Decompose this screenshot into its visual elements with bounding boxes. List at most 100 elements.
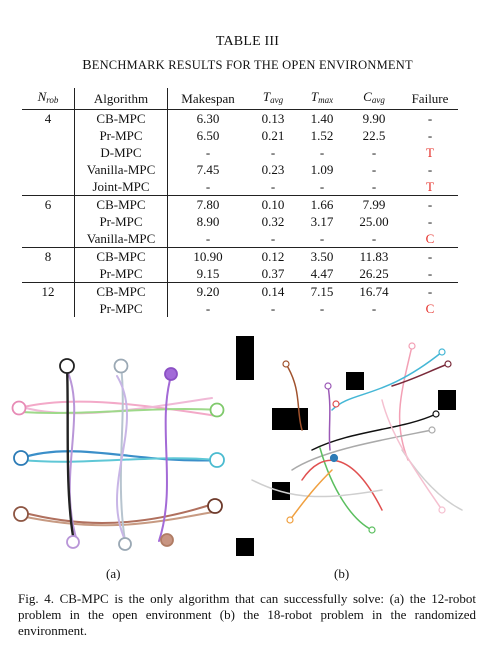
cell-cavg: 22.5 [362,128,386,143]
cell-alg: CB-MPC [74,109,168,127]
cell-tmax: 1.40 [298,109,346,127]
cell-failure: - [427,128,433,143]
cell-tavg: 0.13 [248,109,298,127]
obstacle-4 [438,390,456,410]
table-row: Vanilla-MPC 7.45 0.23 1.09 - - [22,161,458,178]
table-row: 6 CB-MPC 7.80 0.10 1.66 7.99- [22,195,458,213]
cell-tavg: 0.14 [248,282,298,300]
cell-tavg: - [270,179,276,194]
cell-cavg: - [371,162,377,177]
cell-tavg: - [270,231,276,246]
robot-maroon [444,360,452,368]
cell-alg: Pr-MPC [74,213,168,230]
table-row: 4 CB-MPC 6.30 0.13 1.40 9.90- [22,109,458,127]
table-subtitle-rest: ENCHMARK RESULTS FOR THE OPEN ENVIRONMEN… [91,58,413,72]
cell-tavg: 0.10 [248,195,298,213]
robot-goal-purple [66,535,80,549]
cell-makespan: 9.15 [196,266,220,281]
cell-n: 4 [22,109,75,127]
table-row: 8 CB-MPC 10.90 0.12 3.50 11.83- [22,247,458,265]
cell-tavg: 0.21 [261,128,285,143]
cell-makespan: - [205,231,211,246]
path-maroon [391,363,449,387]
table-title: TABLE III [215,34,280,49]
col-header-tmax: Tmax [298,88,346,110]
robot-purple [324,382,332,390]
path-orange [289,469,333,521]
trajectory-black [65,364,75,538]
trajectory-green [20,408,218,414]
col-header-failure: Failure [402,88,458,110]
path-purple [327,385,331,451]
cell-alg: Pr-MPC [74,265,168,283]
cell-failure: - [402,195,458,213]
path-lightgray-1 [251,479,383,498]
cell-n: 6 [22,195,75,213]
cell-n [22,213,75,230]
cell-tmax: 7.15 [298,282,346,300]
path-lightgray-2 [401,449,463,511]
cell-tmax: - [319,301,325,316]
path-gray [291,429,433,471]
obstacle-6 [236,538,254,556]
cell-n: 8 [22,247,75,265]
robot-red [332,400,340,408]
figure-a-label: (a) [106,566,121,581]
cell-failure: - [402,282,458,300]
trajectory-tan [20,511,214,527]
col-header-makespan: Makespan [167,88,248,110]
cell-failure: C [425,301,435,316]
cell-makespan: 9.20 [167,282,248,300]
figure-caption: Fig. 4. CB-MPC is the only algorithm tha… [18,591,476,638]
path-brown [285,363,303,431]
cell-makespan: - [205,145,211,160]
robot-start-pink [11,400,27,416]
table-row: Pr-MPC - - - - C [22,300,458,317]
cell-cavg: 11.83 [346,247,402,265]
figure-a-open-environment [11,358,225,551]
robot-orange [286,516,294,524]
trajectory-cyan [20,457,218,463]
robot-black [432,410,440,418]
cell-n [22,161,75,178]
cell-alg: Joint-MPC [74,178,168,196]
cell-makespan: - [205,301,211,316]
cell-n [22,230,75,248]
cell-tmax: 1.09 [310,162,334,177]
trajectory-gray [119,365,126,542]
cell-tavg: - [270,301,276,316]
robot-brown [282,360,290,368]
robot-gray [428,426,436,434]
cell-cavg: 9.90 [346,109,402,127]
path-pink [398,345,413,461]
cell-alg: CB-MPC [74,195,168,213]
robot-lightpink [438,506,446,514]
cell-alg: Pr-MPC [74,300,168,317]
robot-goal-tan [160,533,174,547]
cell-makespan: 10.90 [167,247,248,265]
cell-failure: - [402,109,458,127]
cell-tavg: 0.32 [261,214,285,229]
cell-makespan: 6.30 [167,109,248,127]
robot-goal-cyan [209,452,225,468]
benchmark-table: Nrob Algorithm Makespan Tavg Tmax Cavg F… [22,88,458,317]
cell-alg: Vanilla-MPC [74,161,168,178]
cell-failure: T [426,179,434,194]
cell-cavg: 25.00 [359,214,389,229]
trajectory-lavender [116,375,128,545]
cell-cavg: 26.25 [359,266,389,281]
cell-n [22,300,75,317]
table-row: Vanilla-MPC - - - - C [22,230,458,248]
table-row: Pr-MPC 6.50 0.21 1.52 22.5 - [22,127,458,144]
table-row: D-MPC - - - - T [22,144,458,161]
obstacle-1 [236,336,254,380]
trajectory-purple [66,369,78,542]
table-body: 4 CB-MPC 6.30 0.13 1.40 9.90- Pr-MPC 6.50 0.21 1.… [22,109,458,317]
col-header-algorithm: Algorithm [74,88,168,110]
cell-n [22,144,75,161]
cell-makespan: - [205,179,211,194]
robot-start-black [59,358,75,374]
cell-tmax: 3.50 [298,247,346,265]
robot-cyan [438,348,446,356]
obstacle-2 [346,372,364,390]
